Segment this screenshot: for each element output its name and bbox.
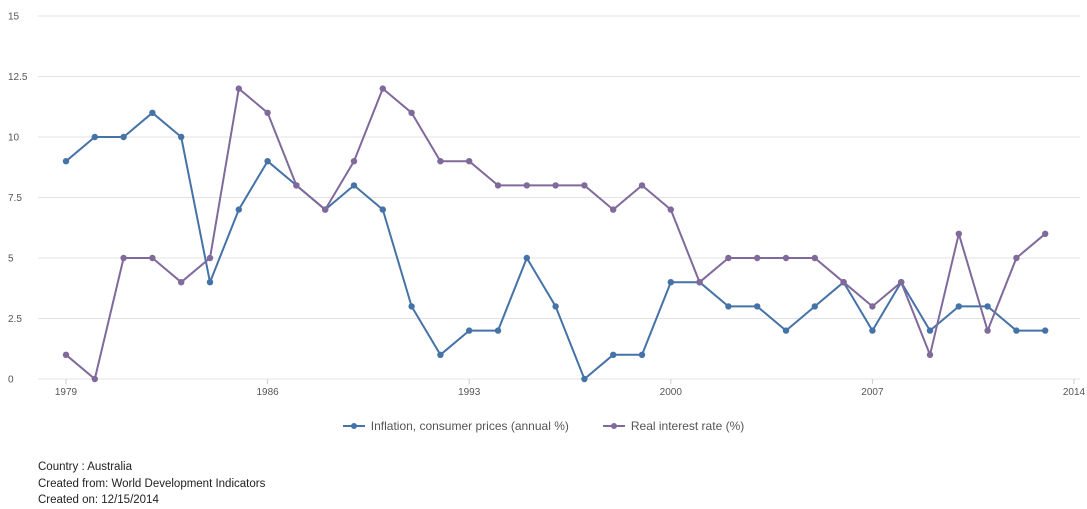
data-point-1[interactable] xyxy=(293,182,300,189)
data-point-0[interactable] xyxy=(523,254,530,262)
data-point-0[interactable] xyxy=(62,158,70,165)
data-point-0[interactable] xyxy=(149,109,156,117)
data-point-1[interactable] xyxy=(322,206,329,213)
data-point-0[interactable] xyxy=(782,327,790,334)
data-point-0[interactable] xyxy=(235,206,242,213)
data-point-0[interactable] xyxy=(869,327,876,334)
data-point-0[interactable] xyxy=(437,351,444,358)
data-point-1[interactable] xyxy=(235,85,242,92)
legend-label-real-interest: Real interest rate (%) xyxy=(630,419,745,433)
data-point-1[interactable] xyxy=(581,182,588,189)
data-point-0[interactable] xyxy=(466,327,473,334)
data-point-1[interactable] xyxy=(264,109,271,117)
data-point-0[interactable] xyxy=(1013,327,1020,334)
x-tick-label: 2014 xyxy=(1063,387,1086,398)
data-point-0[interactable] xyxy=(350,182,358,189)
data-point-1[interactable] xyxy=(782,254,790,262)
x-tick-label: 1979 xyxy=(55,387,78,398)
data-point-0[interactable] xyxy=(120,133,127,141)
x-tick-label: 1993 xyxy=(458,387,481,398)
data-point-1[interactable] xyxy=(754,254,761,262)
grid-lines xyxy=(38,15,1080,380)
data-point-1[interactable] xyxy=(379,85,386,92)
data-point-0[interactable] xyxy=(1042,327,1049,334)
data-point-0[interactable] xyxy=(667,279,674,286)
y-tick-label: 5 xyxy=(8,254,14,265)
chart-legend: Inflation, consumer prices (annual %) Re… xyxy=(0,419,1087,433)
data-point-1[interactable] xyxy=(350,158,358,165)
data-point-1[interactable] xyxy=(149,254,156,262)
data-point-1[interactable] xyxy=(466,158,473,165)
data-point-0[interactable] xyxy=(754,303,761,310)
data-point-0[interactable] xyxy=(581,375,588,383)
x-tick-label: 1986 xyxy=(256,387,279,398)
y-axis-ticks: 0 2.5 5 7.5 10 12.5 15 xyxy=(8,12,28,386)
y-tick-label: 2.5 xyxy=(8,314,22,325)
data-point-1[interactable] xyxy=(206,254,214,262)
data-point-1[interactable] xyxy=(955,230,962,237)
y-tick-label: 12.5 xyxy=(8,72,28,83)
data-point-0[interactable] xyxy=(811,303,818,310)
data-point-1[interactable] xyxy=(610,206,617,213)
data-point-1[interactable] xyxy=(725,254,732,262)
data-point-1[interactable] xyxy=(638,182,646,189)
legend-item-real-interest[interactable]: Real interest rate (%) xyxy=(602,419,745,433)
data-point-0[interactable] xyxy=(638,351,646,358)
x-tick-label: 2000 xyxy=(660,387,683,398)
y-tick-label: 7.5 xyxy=(8,193,22,204)
data-point-1[interactable] xyxy=(869,303,876,310)
x-axis-ticks: 1979 1986 1993 2000 2007 2014 xyxy=(55,379,1086,398)
data-point-1[interactable] xyxy=(1042,230,1049,237)
data-point-1[interactable] xyxy=(91,375,99,383)
data-point-1[interactable] xyxy=(523,182,530,189)
data-point-0[interactable] xyxy=(178,133,185,141)
data-point-0[interactable] xyxy=(408,303,415,310)
line-chart: 0 2.5 5 7.5 10 12.5 15 1979 1986 1993 2000 2007 201… xyxy=(8,12,1086,399)
data-point-0[interactable] xyxy=(206,279,214,286)
data-point-1[interactable] xyxy=(178,279,185,286)
data-point-1[interactable] xyxy=(696,279,703,286)
data-point-1[interactable] xyxy=(437,158,444,165)
legend-swatch-real-interest xyxy=(602,421,625,431)
data-point-0[interactable] xyxy=(955,303,962,310)
chart-footer: Country : Australia Created from: World … xyxy=(38,459,265,509)
legend-swatch-inflation xyxy=(342,421,365,431)
data-point-0[interactable] xyxy=(725,303,732,310)
y-tick-label: 15 xyxy=(8,12,20,23)
x-tick-label: 2007 xyxy=(861,387,884,398)
data-point-1[interactable] xyxy=(984,327,991,334)
data-point-1[interactable] xyxy=(494,182,502,189)
footer-country: Country : Australia xyxy=(38,461,132,473)
data-point-1[interactable] xyxy=(1013,254,1020,262)
data-point-1[interactable] xyxy=(62,351,70,358)
data-point-1[interactable] xyxy=(926,351,934,358)
data-point-0[interactable] xyxy=(552,303,559,310)
data-point-1[interactable] xyxy=(898,279,905,286)
data-point-1[interactable] xyxy=(120,254,127,262)
data-point-1[interactable] xyxy=(408,109,415,117)
y-tick-label: 0 xyxy=(8,375,14,386)
data-point-1[interactable] xyxy=(552,182,559,189)
footer-source: Created from: World Development Indicato… xyxy=(38,477,266,490)
legend-item-inflation[interactable]: Inflation, consumer prices (annual %) xyxy=(342,419,569,433)
data-point-0[interactable] xyxy=(379,206,386,213)
data-point-1[interactable] xyxy=(667,206,674,213)
data-point-0[interactable] xyxy=(91,133,99,141)
data-point-0[interactable] xyxy=(926,327,934,334)
data-point-1[interactable] xyxy=(840,279,847,286)
series-line-1 xyxy=(65,87,1046,380)
footer-created: Created on: 12/15/2014 xyxy=(38,494,159,506)
data-point-0[interactable] xyxy=(494,327,502,334)
data-point-0[interactable] xyxy=(264,158,271,165)
data-point-1[interactable] xyxy=(811,254,818,262)
data-point-0[interactable] xyxy=(610,351,617,358)
series-lines xyxy=(62,85,1049,383)
data-point-0[interactable] xyxy=(984,303,991,310)
y-tick-label: 10 xyxy=(8,133,20,144)
legend-label-inflation: Inflation, consumer prices (annual %) xyxy=(370,419,569,433)
